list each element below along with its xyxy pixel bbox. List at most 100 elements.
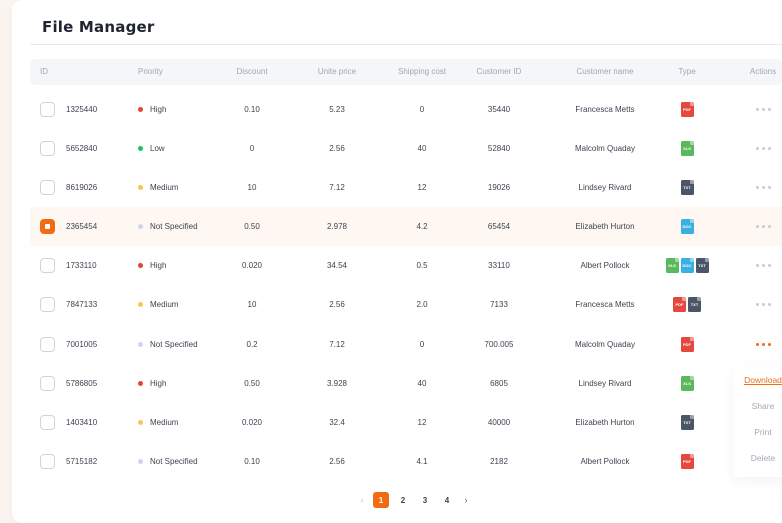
more-actions-icon[interactable]	[755, 264, 771, 267]
xls-file-icon: XLS	[680, 141, 694, 156]
pagination: ‹ 1 2 3 4 ›	[357, 492, 471, 508]
more-actions-icon[interactable]	[755, 303, 771, 306]
page-4-button[interactable]: 4	[444, 495, 450, 505]
row-unit-price: 2.56	[329, 300, 345, 309]
row-checkbox[interactable]	[40, 297, 55, 312]
row-file-types: XLS DOC TXT	[660, 246, 714, 285]
row-unit-price: 5.23	[329, 105, 345, 114]
more-actions-icon[interactable]	[755, 343, 771, 346]
page-1-button[interactable]: 1	[373, 492, 389, 508]
row-customer-name: Albert Pollock	[580, 261, 630, 270]
pagination-prev-icon[interactable]: ‹	[360, 495, 364, 505]
priority-dot-icon	[138, 224, 143, 229]
column-header-customer-name: Customer name	[576, 67, 634, 76]
table-row: 5652840 Low 0 2.56 40 52840 Malcolm Quaday XLS	[30, 129, 782, 168]
row-actions	[748, 246, 778, 285]
priority-dot-icon	[138, 342, 143, 347]
priority-dot-icon	[138, 302, 143, 307]
page-2-button[interactable]: 2	[400, 495, 406, 505]
row-unit-price: 3.928	[326, 379, 348, 388]
row-checkbox[interactable]	[40, 258, 55, 273]
more-actions-icon[interactable]	[755, 147, 771, 150]
more-actions-icon[interactable]	[755, 108, 771, 111]
column-header-actions: Actions	[749, 67, 777, 76]
menu-item-share[interactable]: Share	[751, 401, 775, 411]
row-actions	[748, 129, 778, 168]
row-priority: Medium	[138, 168, 178, 207]
row-actions	[748, 285, 778, 324]
row-checkbox[interactable]	[40, 219, 55, 234]
xls-file-icon: XLS	[665, 258, 679, 273]
priority-dot-icon	[138, 146, 143, 151]
row-file-types: PDF	[660, 325, 714, 364]
priority-label: Medium	[150, 418, 179, 427]
row-customer-name: Malcolm Quaday	[574, 340, 636, 349]
row-shipping-cost: 40	[417, 379, 427, 388]
column-header-unite-price: Unite price	[317, 67, 357, 76]
row-shipping-cost: 12	[417, 183, 427, 192]
txt-file-icon: TXT	[680, 180, 694, 195]
row-checkbox[interactable]	[40, 337, 55, 352]
priority-dot-icon	[138, 107, 143, 112]
page-3-button[interactable]: 3	[422, 495, 428, 505]
row-discount: 0.020	[241, 418, 263, 427]
row-checkbox[interactable]	[40, 415, 55, 430]
row-shipping-cost: 40	[417, 144, 427, 153]
table-row: 8619026 Medium 10 7.12 12 19026 Lindsey Rivard…	[30, 168, 782, 207]
row-discount: 10	[247, 300, 257, 309]
priority-label: High	[150, 379, 167, 388]
row-file-types: XLS	[660, 364, 714, 403]
menu-item-print[interactable]: Print	[754, 427, 772, 437]
row-select-cell	[40, 246, 55, 285]
row-id: 1403410	[66, 418, 98, 427]
priority-dot-icon	[138, 263, 143, 268]
row-customer-id: 7133	[490, 300, 508, 309]
row-checkbox[interactable]	[40, 376, 55, 391]
row-file-types: DOC	[660, 207, 714, 246]
row-priority: Not Specified	[138, 207, 198, 246]
row-shipping-cost: 2.0	[416, 300, 428, 309]
row-id: 5715182	[66, 457, 98, 466]
pagination-next-icon[interactable]: ›	[464, 495, 468, 505]
row-priority: Not Specified	[138, 325, 198, 364]
row-priority: High	[138, 364, 166, 403]
row-priority: Not Specified	[138, 442, 198, 481]
priority-label: High	[150, 261, 167, 270]
column-header-shipping-cost: Shipping cost	[397, 67, 447, 76]
row-discount: 0.50	[244, 379, 260, 388]
menu-item-delete[interactable]: Delete	[750, 453, 776, 463]
row-customer-name: Elizabeth Hurton	[575, 222, 635, 231]
more-actions-icon[interactable]	[755, 225, 771, 228]
row-discount: 0	[249, 144, 255, 153]
row-select-cell	[40, 168, 55, 207]
row-customer-name: Malcolm Quaday	[574, 144, 636, 153]
row-checkbox[interactable]	[40, 180, 55, 195]
table-row: 7001005 Not Specified 0.2 7.12 0 700.005 Malco…	[30, 325, 782, 364]
pdf-file-icon: PDF	[680, 454, 694, 469]
priority-label: Not Specified	[150, 457, 198, 466]
row-shipping-cost: 0.5	[416, 261, 428, 270]
row-file-types: PDF TXT	[660, 285, 714, 324]
row-file-types: TXT	[660, 403, 714, 442]
title-divider	[30, 44, 782, 45]
row-customer-name: Francesca Metts	[575, 300, 635, 309]
file-manager-card: File Manager	[12, 0, 782, 523]
priority-label: High	[150, 105, 167, 114]
row-customer-id: 40000	[487, 418, 511, 427]
priority-label: Not Specified	[150, 222, 198, 231]
row-customer-name: Lindsey Rivard	[578, 183, 632, 192]
row-checkbox[interactable]	[40, 102, 55, 117]
row-id: 2365454	[66, 222, 98, 231]
column-header-type: Type	[678, 67, 696, 76]
more-actions-icon[interactable]	[755, 186, 771, 189]
column-header-discount: Discount	[236, 67, 268, 76]
row-shipping-cost: 4.1	[416, 457, 428, 466]
priority-label: Medium	[150, 183, 179, 192]
priority-label: Low	[150, 144, 165, 153]
row-checkbox[interactable]	[40, 454, 55, 469]
row-id: 5786805	[66, 379, 98, 388]
menu-item-download[interactable]: Download	[744, 375, 782, 385]
table-row: 2365454 Not Specified 0.50 2.978 4.2 65454 Eli…	[30, 207, 782, 246]
row-select-cell	[40, 325, 55, 364]
row-checkbox[interactable]	[40, 141, 55, 156]
